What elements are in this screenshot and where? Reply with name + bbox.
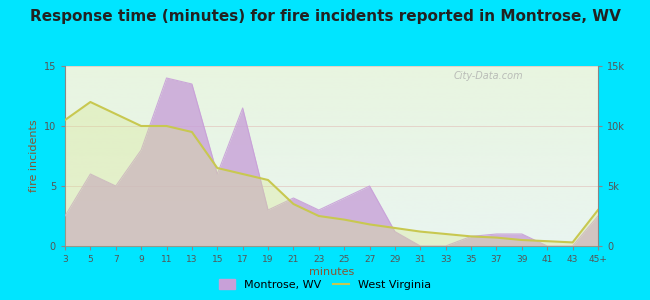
Text: City-Data.com: City-Data.com	[454, 71, 524, 81]
X-axis label: minutes: minutes	[309, 267, 354, 277]
Text: Response time (minutes) for fire incidents reported in Montrose, WV: Response time (minutes) for fire inciden…	[29, 9, 621, 24]
Legend: Montrose, WV, West Virginia: Montrose, WV, West Virginia	[214, 275, 436, 294]
Y-axis label: fire incidents: fire incidents	[29, 120, 40, 192]
